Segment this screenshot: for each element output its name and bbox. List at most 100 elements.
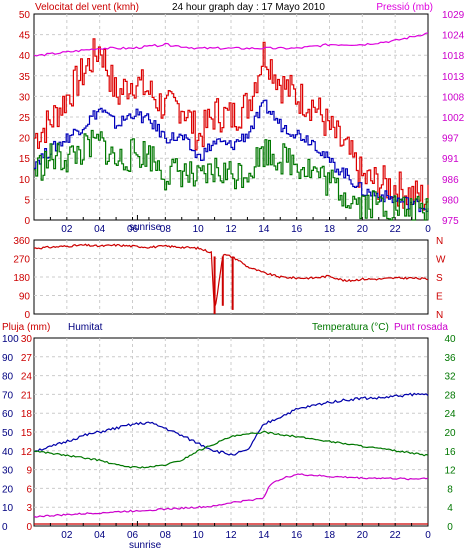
wind-speed-tick-label: 0 (24, 216, 30, 227)
humidity-tick-label: 80 (2, 372, 14, 383)
direction-compass-label: N (436, 310, 443, 321)
direction-degree-label: 90 (19, 292, 31, 303)
rain-tick-label: 27 (21, 353, 33, 364)
hour-tick-label: 22 (390, 530, 402, 541)
rain-tick-label: 6 (26, 484, 32, 495)
wind-speed-tick-label: 45 (19, 31, 31, 42)
temperature-tick-label: 8 (447, 484, 453, 495)
hour-tick-label: 18 (324, 224, 336, 235)
rain-tick-label: 3 (26, 503, 32, 514)
hour-tick-label: 14 (258, 530, 270, 541)
rain-tick-label: 21 (21, 390, 33, 401)
humidity-temperature-panel (33, 337, 429, 527)
hour-tick-label: 16 (291, 530, 303, 541)
hour-tick-label: 0 (425, 224, 431, 235)
hour-tick-label: 0 (425, 530, 431, 541)
rain-tick-label: 9 (26, 466, 32, 477)
pressure-tick-label: 991 (442, 154, 459, 165)
wind-speed-line (34, 129, 429, 221)
pressure-axis-label: Pressió (mb) (376, 2, 433, 13)
hour-tick-label: 10 (193, 224, 205, 235)
wind-speed-tick-label: 30 (19, 92, 31, 103)
pressure-tick-label: 1018 (442, 51, 465, 62)
pressure-tick-label: 1029 (442, 10, 465, 21)
direction-degree-label: 180 (13, 273, 30, 284)
direction-degree-label: 270 (13, 255, 30, 266)
sunrise-label-top: sunrise (129, 222, 162, 233)
hour-tick-label: 04 (94, 530, 106, 541)
temperature-axis-label: Temperatura (°C) (312, 322, 389, 333)
temperature-tick-label: 36 (444, 353, 456, 364)
wind-direction-lines (33, 243, 429, 314)
wind-speed-tick-label: 50 (19, 10, 31, 21)
temperature-tick-label: 12 (444, 466, 456, 477)
hour-tick-label: 12 (225, 530, 237, 541)
humidity-tick-label: 20 (2, 484, 14, 495)
wind-direction-grid (34, 240, 428, 314)
wind-gust-line (34, 38, 429, 211)
humidity-tick-label: 100 (2, 334, 19, 345)
pressure-tick-label: 997 (442, 134, 459, 145)
rain-tick-label: 30 (21, 334, 33, 345)
wind-speed-tick-label: 35 (19, 72, 31, 83)
direction-compass-label: E (436, 292, 443, 303)
temperature-tick-label: 40 (444, 334, 456, 345)
direction-degree-label: 360 (13, 236, 30, 247)
pressure-tick-label: 1008 (442, 92, 465, 103)
hour-tick-label: 18 (324, 530, 336, 541)
wind-speed-tick-label: 40 (19, 51, 31, 62)
humidity-tick-label: 90 (2, 353, 14, 364)
humidity-tick-label: 40 (2, 447, 14, 458)
wind-speed-tick-label: 15 (19, 154, 31, 165)
temperature-tick-label: 24 (444, 409, 456, 420)
humidity-tick-label: 70 (2, 390, 14, 401)
humidity-tick-label: 60 (2, 409, 14, 420)
direction-compass-label: S (436, 273, 443, 284)
hour-tick-label: 20 (357, 530, 369, 541)
rain-tick-label: 12 (21, 447, 33, 458)
pressure-tick-label: 980 (442, 195, 459, 206)
direction-degree-label: 0 (24, 310, 30, 321)
rain-tick-label: 15 (21, 428, 33, 439)
hour-tick-label: 14 (258, 224, 270, 235)
hour-tick-label: 20 (357, 224, 369, 235)
wind-pressure-lines (33, 32, 429, 221)
temperature-tick-label: 0 (447, 522, 453, 533)
pressure-tick-label: 1002 (442, 113, 465, 124)
wind-direction-line (33, 243, 429, 308)
hour-tick-label: 16 (291, 224, 303, 235)
hour-tick-label: 08 (160, 224, 172, 235)
temperature-tick-label: 32 (444, 372, 456, 383)
temperature-tick-label: 20 (444, 428, 456, 439)
pressure-line (33, 32, 429, 57)
rain-tick-label: 18 (21, 409, 33, 420)
direction-compass-label: N (436, 236, 443, 247)
rain-tick-label: 24 (21, 372, 33, 383)
temperature-tick-label: 4 (447, 503, 453, 514)
hour-tick-label: 10 (193, 530, 205, 541)
humidity-line (33, 392, 429, 456)
hour-tick-label: 06 (127, 530, 139, 541)
humidity-temperature-grid (34, 338, 428, 526)
wind-speed-tick-label: 10 (19, 175, 31, 186)
wind-speed-tick-label: 20 (19, 134, 31, 145)
rain-tick-label: 0 (26, 522, 32, 533)
humidity-tick-label: 0 (2, 522, 8, 533)
direction-compass-label: W (436, 255, 446, 266)
hour-tick-label: 22 (390, 224, 402, 235)
chart-title: 24 hour graph day : 17 Mayo 2010 (172, 2, 325, 13)
hour-tick-label: 04 (94, 224, 106, 235)
humidity-axis-label: Humitat (68, 322, 103, 333)
pressure-tick-label: 1013 (442, 72, 465, 83)
pressure-tick-label: 986 (442, 175, 459, 186)
wind-pressure-axes: 0510152025303540455097598098699199710021… (19, 10, 465, 235)
hour-tick-label: 02 (61, 530, 73, 541)
sunrise-label-bottom: sunrise (129, 540, 162, 551)
humidity-tick-label: 50 (2, 428, 14, 439)
temperature-tick-label: 28 (444, 390, 456, 401)
wind-speed-axis-label: Velocitat del vent (kmh) (35, 2, 139, 13)
